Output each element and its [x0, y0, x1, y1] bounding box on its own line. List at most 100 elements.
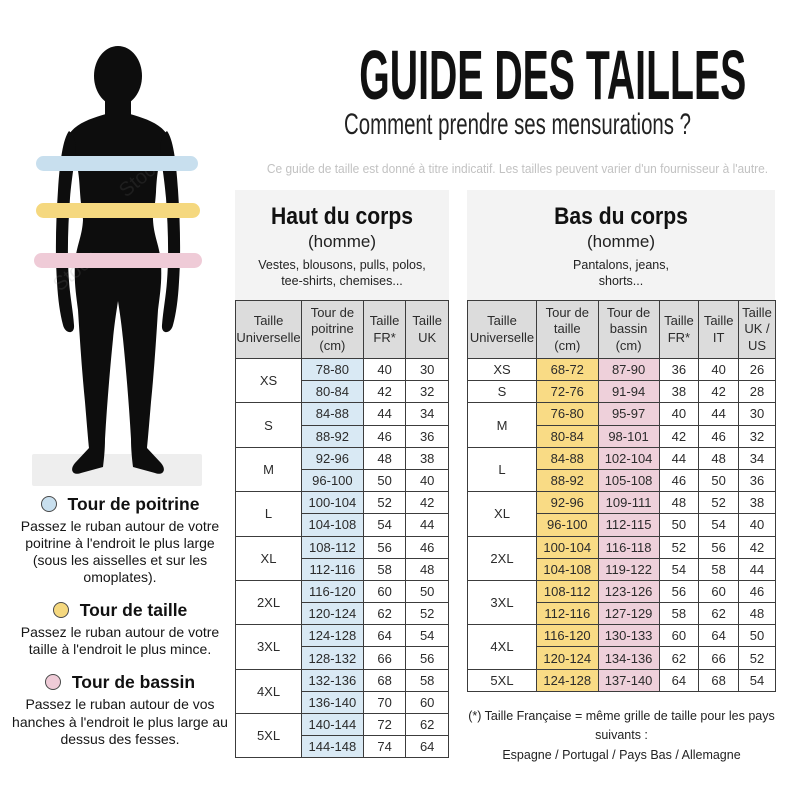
value-cell: 132-136 — [301, 668, 364, 692]
value-cell: 38 — [737, 491, 777, 515]
legend-title: Tour de bassin — [71, 672, 196, 693]
legend-heading-hips: Tour de bassin — [12, 672, 228, 693]
table-row: XS 68-72 87-90 36 40 26 — [467, 357, 777, 382]
value-cell: 116-118 — [597, 535, 660, 559]
value-cell: 91-94 — [597, 380, 660, 404]
page-subtitle: Comment prendre ses mensurations ? — [344, 108, 691, 141]
value-cell: 50 — [737, 624, 777, 648]
value-cell: 48 — [737, 602, 777, 626]
value-cell: 58 — [405, 668, 449, 692]
value-cell: 58 — [362, 557, 407, 581]
value-cell: 30 — [737, 402, 777, 426]
ground-shadow — [32, 454, 202, 486]
column-header: Taille FR* — [658, 300, 700, 359]
size-label-cell: M — [234, 446, 303, 493]
value-cell: 116-120 — [301, 579, 364, 604]
table-row: 4XL 116-120 130-133 60 64 50 — [467, 624, 777, 670]
value-cell: 123-126 — [597, 579, 660, 604]
size-label-cell: XS — [234, 357, 303, 404]
value-cell: 64 — [405, 735, 449, 759]
size-label-cell: XL — [467, 491, 537, 537]
value-cell: 134-136 — [597, 646, 660, 670]
value-cell: 38 — [405, 446, 449, 470]
legend-text-waist: Passez le ruban autour de votre taille à… — [20, 624, 220, 658]
value-cell: 84-88 — [535, 446, 599, 470]
column-header: Tour de bassin (cm) — [597, 300, 660, 359]
measurement-legend: Tour de poitrine Passez le ruban autour … — [12, 494, 228, 762]
value-cell: 50 — [405, 579, 449, 604]
value-cell: 64 — [362, 624, 407, 648]
table-row: 136-140 70 60 — [236, 690, 449, 715]
value-cell: 80-84 — [535, 424, 599, 448]
value-cell: 44 — [698, 402, 739, 426]
value-cell: 120-124 — [301, 602, 364, 626]
value-cell: 44 — [362, 402, 407, 426]
table-row: 3XL 124-128 64 54 — [234, 624, 449, 670]
value-cell: 48 — [362, 446, 407, 470]
waist-color-dot-icon — [52, 602, 69, 619]
value-cell: 68-72 — [535, 357, 599, 382]
page-title: GUIDE DES TAILLES — [359, 36, 747, 114]
value-cell: 36 — [658, 357, 700, 382]
value-cell: 108-112 — [301, 535, 364, 559]
legend-title: Tour de poitrine — [67, 494, 200, 514]
table-row: 88-92 105-108 46 50 36 — [468, 468, 777, 493]
disclaimer-text: Ce guide de taille est donné à titre ind… — [266, 161, 769, 176]
size-label-cell: S — [467, 380, 537, 404]
value-cell: 80-84 — [301, 380, 364, 404]
value-cell: 52 — [658, 535, 700, 559]
value-cell: 42 — [737, 535, 777, 559]
hips-color-dot-icon — [44, 674, 61, 691]
value-cell: 42 — [405, 491, 449, 515]
size-label-cell: 3XL — [467, 579, 537, 626]
value-cell: 64 — [658, 668, 700, 692]
value-cell: 68 — [362, 668, 407, 692]
value-cell: 40 — [405, 468, 449, 493]
value-cell: 88-92 — [301, 424, 364, 448]
value-cell: 62 — [405, 712, 449, 737]
section-title: Bas du corps — [554, 203, 688, 230]
value-cell: 124-128 — [301, 624, 364, 648]
value-cell: 92-96 — [301, 446, 364, 470]
value-cell: 26 — [737, 357, 777, 382]
table-row: 96-100 50 40 — [236, 468, 449, 493]
size-label-cell: 5XL — [234, 712, 303, 759]
value-cell: 60 — [405, 690, 449, 715]
value-cell: 42 — [658, 424, 700, 448]
value-cell: 44 — [405, 513, 449, 537]
hips-measure-band — [34, 253, 202, 268]
measurement-figure: Stock Stock — [18, 40, 218, 488]
value-cell: 52 — [698, 491, 739, 515]
value-cell: 34 — [737, 446, 777, 470]
value-cell: 112-115 — [597, 513, 660, 537]
table-row: 120-124 134-136 62 66 52 — [468, 646, 777, 670]
value-cell: 36 — [737, 468, 777, 493]
value-cell: 58 — [658, 602, 700, 626]
table-row: 4XL 132-136 68 58 — [234, 668, 449, 715]
value-cell: 98-101 — [597, 424, 660, 448]
value-cell: 116-120 — [535, 624, 599, 648]
section-bas-du-corps: Bas du corps (homme) Pantalons, jeans, s… — [467, 190, 775, 300]
value-cell: 137-140 — [597, 668, 660, 692]
value-cell: 112-116 — [535, 602, 599, 626]
value-cell: 32 — [737, 424, 777, 448]
value-cell: 46 — [405, 535, 449, 559]
value-cell: 34 — [405, 402, 449, 426]
value-cell: 78-80 — [301, 357, 364, 382]
value-cell: 104-108 — [535, 557, 599, 581]
table-row: XL 108-112 56 46 — [234, 535, 449, 581]
section-description: Pantalons, jeans, shorts... — [573, 258, 669, 289]
column-header: Taille FR* — [362, 300, 407, 359]
value-cell: 108-112 — [535, 579, 599, 604]
size-label-cell: M — [467, 402, 537, 448]
chest-color-dot-icon — [40, 496, 57, 512]
value-cell: 40 — [362, 357, 407, 382]
value-cell: 42 — [698, 380, 739, 404]
column-header: Tour de taille (cm) — [535, 300, 599, 359]
legend-text-hips: Passez le ruban autour de vos hanches à … — [12, 696, 228, 747]
size-label-cell: 4XL — [467, 624, 537, 670]
value-cell: 130-133 — [597, 624, 660, 648]
size-label-cell: 2XL — [234, 579, 303, 626]
legend-heading-chest: Tour de poitrine — [12, 494, 228, 515]
